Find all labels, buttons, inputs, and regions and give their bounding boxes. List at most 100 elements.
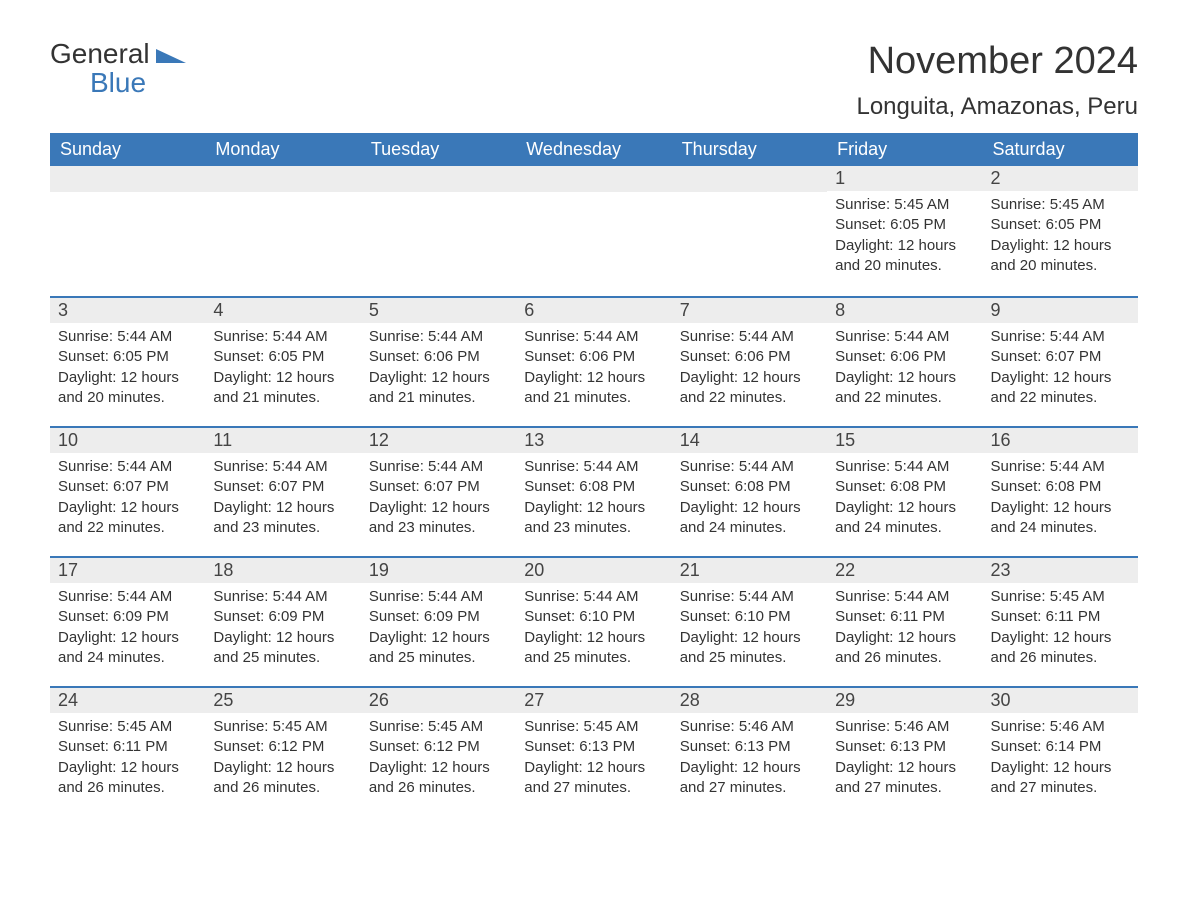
sunset-line: Sunset: 6:09 PM bbox=[213, 607, 352, 627]
calendar-day-cell: 16Sunrise: 5:44 AMSunset: 6:08 PMDayligh… bbox=[983, 426, 1138, 556]
calendar-day-cell: 17Sunrise: 5:44 AMSunset: 6:09 PMDayligh… bbox=[50, 556, 205, 686]
sunset-line: Sunset: 6:12 PM bbox=[213, 737, 352, 757]
sunset-line: Sunset: 6:07 PM bbox=[991, 347, 1130, 367]
calendar-day-cell: 19Sunrise: 5:44 AMSunset: 6:09 PMDayligh… bbox=[361, 556, 516, 686]
sunrise-line: Sunrise: 5:44 AM bbox=[680, 587, 819, 607]
daylight-line: Daylight: 12 hours and 23 minutes. bbox=[369, 498, 508, 539]
calendar-day-cell: 6Sunrise: 5:44 AMSunset: 6:06 PMDaylight… bbox=[516, 296, 671, 426]
col-header-monday: Monday bbox=[205, 133, 360, 166]
day-number: 9 bbox=[983, 296, 1138, 323]
daylight-line: Daylight: 12 hours and 20 minutes. bbox=[58, 368, 197, 409]
daylight-line: Daylight: 12 hours and 26 minutes. bbox=[213, 758, 352, 799]
sunset-line: Sunset: 6:12 PM bbox=[369, 737, 508, 757]
sunrise-line: Sunrise: 5:44 AM bbox=[369, 457, 508, 477]
calendar-day-cell: 30Sunrise: 5:46 AMSunset: 6:14 PMDayligh… bbox=[983, 686, 1138, 816]
sunrise-line: Sunrise: 5:44 AM bbox=[835, 327, 974, 347]
calendar-day-cell: 22Sunrise: 5:44 AMSunset: 6:11 PMDayligh… bbox=[827, 556, 982, 686]
day-number: 5 bbox=[361, 296, 516, 323]
calendar-day-cell: 20Sunrise: 5:44 AMSunset: 6:10 PMDayligh… bbox=[516, 556, 671, 686]
day-details: Sunrise: 5:45 AMSunset: 6:13 PMDaylight:… bbox=[516, 713, 671, 808]
day-number: 17 bbox=[50, 556, 205, 583]
sunset-line: Sunset: 6:11 PM bbox=[991, 607, 1130, 627]
sunrise-line: Sunrise: 5:44 AM bbox=[213, 587, 352, 607]
daylight-line: Daylight: 12 hours and 23 minutes. bbox=[524, 498, 663, 539]
daylight-line: Daylight: 12 hours and 25 minutes. bbox=[369, 628, 508, 669]
day-details: Sunrise: 5:44 AMSunset: 6:05 PMDaylight:… bbox=[205, 323, 360, 418]
sunrise-line: Sunrise: 5:45 AM bbox=[835, 195, 974, 215]
col-header-sunday: Sunday bbox=[50, 133, 205, 166]
calendar-week-row: 3Sunrise: 5:44 AMSunset: 6:05 PMDaylight… bbox=[50, 296, 1138, 426]
day-number: 21 bbox=[672, 556, 827, 583]
sunset-line: Sunset: 6:09 PM bbox=[58, 607, 197, 627]
day-details: Sunrise: 5:44 AMSunset: 6:09 PMDaylight:… bbox=[50, 583, 205, 678]
daylight-line: Daylight: 12 hours and 27 minutes. bbox=[835, 758, 974, 799]
calendar-day-cell: 8Sunrise: 5:44 AMSunset: 6:06 PMDaylight… bbox=[827, 296, 982, 426]
calendar-week-row: 1Sunrise: 5:45 AMSunset: 6:05 PMDaylight… bbox=[50, 166, 1138, 296]
day-details: Sunrise: 5:45 AMSunset: 6:12 PMDaylight:… bbox=[361, 713, 516, 808]
daylight-line: Daylight: 12 hours and 21 minutes. bbox=[524, 368, 663, 409]
sunrise-line: Sunrise: 5:44 AM bbox=[680, 327, 819, 347]
calendar-day-cell: 1Sunrise: 5:45 AMSunset: 6:05 PMDaylight… bbox=[827, 166, 982, 296]
sunset-line: Sunset: 6:09 PM bbox=[369, 607, 508, 627]
sunrise-line: Sunrise: 5:44 AM bbox=[213, 457, 352, 477]
sunrise-line: Sunrise: 5:44 AM bbox=[991, 457, 1130, 477]
daylight-line: Daylight: 12 hours and 25 minutes. bbox=[680, 628, 819, 669]
sunset-line: Sunset: 6:07 PM bbox=[369, 477, 508, 497]
sunset-line: Sunset: 6:05 PM bbox=[835, 215, 974, 235]
daylight-line: Daylight: 12 hours and 26 minutes. bbox=[991, 628, 1130, 669]
day-details: Sunrise: 5:44 AMSunset: 6:06 PMDaylight:… bbox=[361, 323, 516, 418]
col-header-saturday: Saturday bbox=[983, 133, 1138, 166]
day-number: 20 bbox=[516, 556, 671, 583]
day-details: Sunrise: 5:46 AMSunset: 6:14 PMDaylight:… bbox=[983, 713, 1138, 808]
sunrise-line: Sunrise: 5:44 AM bbox=[58, 587, 197, 607]
sunrise-line: Sunrise: 5:44 AM bbox=[835, 587, 974, 607]
empty-day-header bbox=[205, 166, 360, 192]
sunrise-line: Sunrise: 5:45 AM bbox=[991, 587, 1130, 607]
daylight-line: Daylight: 12 hours and 22 minutes. bbox=[58, 498, 197, 539]
sunset-line: Sunset: 6:10 PM bbox=[524, 607, 663, 627]
col-header-friday: Friday bbox=[827, 133, 982, 166]
logo-word-general: General bbox=[50, 38, 150, 69]
day-details: Sunrise: 5:45 AMSunset: 6:05 PMDaylight:… bbox=[983, 191, 1138, 286]
day-number: 26 bbox=[361, 686, 516, 713]
day-number: 10 bbox=[50, 426, 205, 453]
sunrise-line: Sunrise: 5:46 AM bbox=[835, 717, 974, 737]
empty-day-header bbox=[361, 166, 516, 192]
sunset-line: Sunset: 6:06 PM bbox=[369, 347, 508, 367]
day-details: Sunrise: 5:44 AMSunset: 6:10 PMDaylight:… bbox=[672, 583, 827, 678]
logo-word-blue: Blue bbox=[90, 69, 186, 97]
calendar-day-cell: 14Sunrise: 5:44 AMSunset: 6:08 PMDayligh… bbox=[672, 426, 827, 556]
daylight-line: Daylight: 12 hours and 27 minutes. bbox=[991, 758, 1130, 799]
day-details: Sunrise: 5:44 AMSunset: 6:08 PMDaylight:… bbox=[983, 453, 1138, 548]
calendar-day-cell: 25Sunrise: 5:45 AMSunset: 6:12 PMDayligh… bbox=[205, 686, 360, 816]
sunset-line: Sunset: 6:13 PM bbox=[680, 737, 819, 757]
calendar-day-cell: 24Sunrise: 5:45 AMSunset: 6:11 PMDayligh… bbox=[50, 686, 205, 816]
sunrise-line: Sunrise: 5:44 AM bbox=[524, 587, 663, 607]
day-details: Sunrise: 5:44 AMSunset: 6:06 PMDaylight:… bbox=[672, 323, 827, 418]
day-number: 13 bbox=[516, 426, 671, 453]
sunset-line: Sunset: 6:07 PM bbox=[58, 477, 197, 497]
sunrise-line: Sunrise: 5:44 AM bbox=[369, 327, 508, 347]
sunrise-line: Sunrise: 5:45 AM bbox=[991, 195, 1130, 215]
calendar-empty-cell bbox=[516, 166, 671, 296]
day-details: Sunrise: 5:44 AMSunset: 6:09 PMDaylight:… bbox=[361, 583, 516, 678]
header: General Blue November 2024 Longuita, Ama… bbox=[50, 40, 1138, 121]
day-details: Sunrise: 5:44 AMSunset: 6:08 PMDaylight:… bbox=[516, 453, 671, 548]
sunrise-line: Sunrise: 5:46 AM bbox=[680, 717, 819, 737]
day-details: Sunrise: 5:44 AMSunset: 6:05 PMDaylight:… bbox=[50, 323, 205, 418]
calendar-day-cell: 13Sunrise: 5:44 AMSunset: 6:08 PMDayligh… bbox=[516, 426, 671, 556]
daylight-line: Daylight: 12 hours and 26 minutes. bbox=[58, 758, 197, 799]
day-details: Sunrise: 5:44 AMSunset: 6:07 PMDaylight:… bbox=[50, 453, 205, 548]
sunset-line: Sunset: 6:13 PM bbox=[835, 737, 974, 757]
sunset-line: Sunset: 6:07 PM bbox=[213, 477, 352, 497]
daylight-line: Daylight: 12 hours and 26 minutes. bbox=[369, 758, 508, 799]
sunset-line: Sunset: 6:10 PM bbox=[680, 607, 819, 627]
calendar-day-cell: 21Sunrise: 5:44 AMSunset: 6:10 PMDayligh… bbox=[672, 556, 827, 686]
day-details: Sunrise: 5:45 AMSunset: 6:05 PMDaylight:… bbox=[827, 191, 982, 286]
daylight-line: Daylight: 12 hours and 27 minutes. bbox=[524, 758, 663, 799]
daylight-line: Daylight: 12 hours and 24 minutes. bbox=[991, 498, 1130, 539]
sunset-line: Sunset: 6:06 PM bbox=[680, 347, 819, 367]
day-number: 4 bbox=[205, 296, 360, 323]
sunset-line: Sunset: 6:08 PM bbox=[524, 477, 663, 497]
daylight-line: Daylight: 12 hours and 24 minutes. bbox=[58, 628, 197, 669]
